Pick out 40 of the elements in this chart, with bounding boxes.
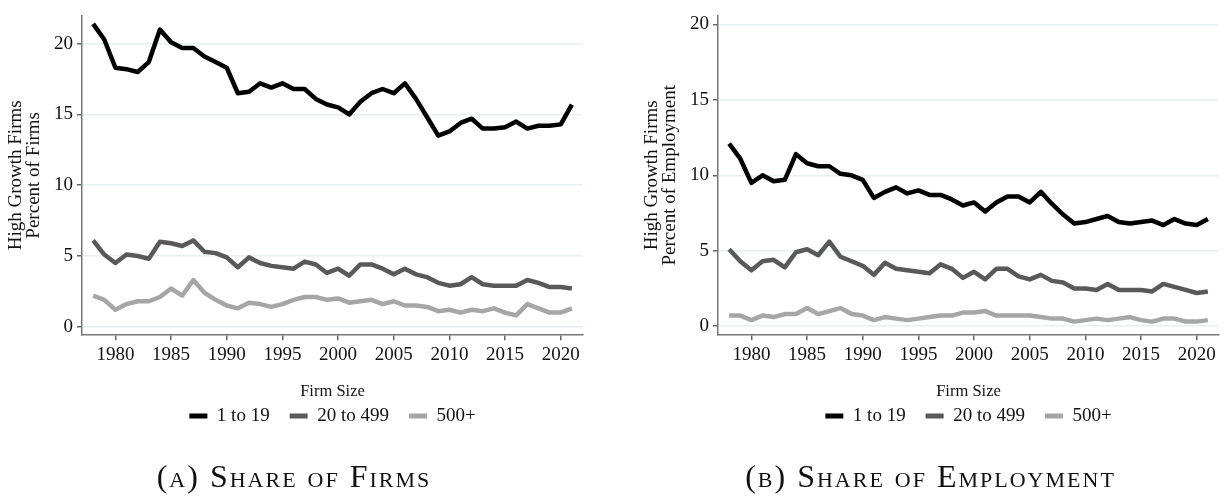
x-tick-label: 2000 [319,342,358,364]
x-tick-label: 1990 [843,342,882,364]
legend-title: Firm Size [936,380,1001,400]
y-tick-label: 15 [54,102,73,124]
x-tick-label: 2015 [486,342,525,364]
x-tick-label: 1995 [899,342,938,364]
text: (b) Share of Employment [744,457,1117,496]
y-tick-label: 5 [63,243,73,265]
x-tick-label: 1995 [263,342,302,364]
x-tick-label: 2010 [1066,342,1105,364]
y-tick-label: 10 [54,173,73,195]
y-tick-label: 15 [690,87,709,109]
x-tick-label: 2005 [1010,342,1049,364]
legend-label: 500+ [436,403,476,425]
x-tick-label: 1980 [96,342,135,364]
x-tick-label: 2015 [1122,342,1161,364]
x-tick-label: 1980 [732,342,771,364]
x-tick-label: 1985 [788,342,827,364]
y-tick-label: 20 [690,12,709,34]
y-tick-label: 5 [699,238,709,260]
y-axis-title: High Growth Firms Percent of Firms [4,100,44,251]
legend-label: 500+ [1072,403,1112,425]
y-tick-label: 0 [699,314,709,336]
y-tick-label: 0 [63,314,73,336]
x-tick-label: 2020 [541,342,580,364]
y-tick-label: 20 [54,31,73,53]
x-tick-label: 1990 [207,342,246,364]
text: (a) Share of Firms [155,457,433,496]
y-tick-label: 10 [690,163,709,185]
legend-label: 20 to 499 [953,403,1025,425]
x-tick-label: 1985 [152,342,191,364]
legend-label: 20 to 499 [317,403,389,425]
legend-title: Firm Size [300,380,365,400]
legend-label: 1 to 19 [216,403,270,425]
x-tick-label: 2020 [1177,342,1216,364]
x-tick-label: 2010 [430,342,469,364]
y-axis-title: High Growth Firms Percent of Employment [640,84,680,266]
legend-label: 1 to 19 [852,403,906,425]
x-tick-label: 2000 [955,342,994,364]
x-tick-label: 2005 [374,342,413,364]
